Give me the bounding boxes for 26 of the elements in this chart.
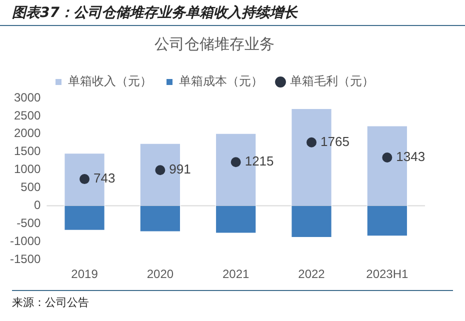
data-label: 743 bbox=[94, 170, 116, 186]
legend-label: 单箱收入（元） bbox=[68, 74, 152, 88]
chart-title: 公司仓储堆存业务 bbox=[154, 34, 274, 53]
y-tick-label: 1000 bbox=[14, 162, 42, 176]
y-tick-label: -500 bbox=[16, 216, 42, 230]
x-tick-label: 2020 bbox=[146, 267, 174, 282]
data-label: 991 bbox=[169, 162, 191, 177]
y-tick-label: -1500 bbox=[10, 252, 42, 266]
x-tick-label: 2019 bbox=[71, 267, 98, 282]
data-label: 1343 bbox=[396, 149, 426, 164]
chart-subtitle: 图表37：公司仓储堆存业务单箱收入持续增长 bbox=[0, 0, 465, 26]
data-label: 1765 bbox=[320, 134, 350, 149]
y-tick-label: 0 bbox=[34, 198, 42, 212]
y-tick-label: 3000 bbox=[14, 90, 42, 104]
source-note: 来源：公司公告 bbox=[12, 295, 90, 310]
data-label: 1215 bbox=[244, 154, 274, 169]
y-tick-label: 1500 bbox=[14, 144, 42, 158]
y-tick-label: 2500 bbox=[14, 108, 42, 122]
legend-label: 单箱成本（元） bbox=[179, 74, 263, 88]
x-tick-label: 2022 bbox=[298, 267, 326, 282]
y-tick-label: 500 bbox=[20, 180, 42, 194]
x-tick-label: 2023H1 bbox=[366, 267, 409, 282]
x-tick-label: 2021 bbox=[222, 267, 250, 282]
y-tick-label: -1000 bbox=[10, 234, 42, 248]
legend-label: 单箱毛利（元） bbox=[290, 74, 374, 88]
y-tick-label: 2000 bbox=[14, 126, 42, 140]
